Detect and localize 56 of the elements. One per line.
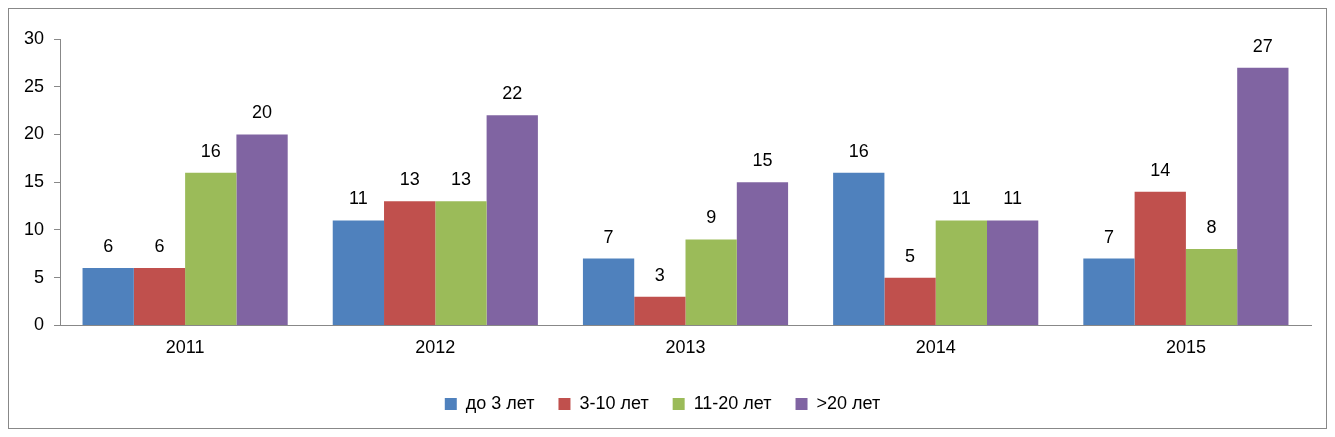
bar xyxy=(884,277,936,325)
data-label: 16 xyxy=(848,140,869,161)
bar xyxy=(736,182,789,325)
bar xyxy=(987,220,1039,325)
bar xyxy=(435,201,487,325)
data-label: 16 xyxy=(200,140,221,161)
data-label: 15 xyxy=(752,150,773,171)
legend-label: 11-20 лет xyxy=(693,392,772,413)
x-tick-label: 2015 xyxy=(1165,337,1206,358)
bar xyxy=(634,296,686,325)
data-label: 14 xyxy=(1150,159,1171,180)
data-label: 22 xyxy=(502,83,523,104)
data-label: 9 xyxy=(706,207,717,228)
bar xyxy=(935,220,987,325)
x-tick-label: 2014 xyxy=(915,337,956,358)
bar xyxy=(1185,249,1238,325)
data-label: 6 xyxy=(103,236,114,257)
y-tick-label: 10 xyxy=(23,218,45,239)
bar xyxy=(332,220,385,325)
data-label: 5 xyxy=(905,245,916,266)
legend-label: >20 лет xyxy=(816,392,881,413)
y-tick-label: 30 xyxy=(23,27,45,48)
x-tick-label: 2013 xyxy=(665,337,706,358)
x-tick-label: 2011 xyxy=(165,337,205,358)
data-label: 11 xyxy=(952,188,971,209)
legend-label: 3-10 лет xyxy=(579,392,649,413)
bar xyxy=(685,239,737,325)
bar xyxy=(236,134,288,325)
bar xyxy=(486,115,538,325)
bar xyxy=(384,201,436,325)
data-label: 27 xyxy=(1252,35,1273,56)
data-label: 7 xyxy=(1103,226,1114,247)
bar xyxy=(82,268,134,325)
data-label: 8 xyxy=(1206,217,1217,237)
bar xyxy=(133,268,186,325)
y-tick-label: 5 xyxy=(34,266,45,287)
data-label: 6 xyxy=(154,236,165,257)
data-label: 13 xyxy=(450,169,471,190)
data-label: 13 xyxy=(399,169,420,190)
data-label: 11 xyxy=(349,188,368,209)
bar xyxy=(185,172,237,325)
data-label: 11 xyxy=(1003,188,1022,209)
data-label: 7 xyxy=(603,226,614,247)
x-tick-label: 2012 xyxy=(415,337,456,358)
bar xyxy=(1237,67,1289,325)
bar xyxy=(582,258,635,325)
bar xyxy=(1083,258,1135,325)
y-tick-label: 25 xyxy=(23,75,45,96)
data-label: 20 xyxy=(252,102,273,123)
data-label: 3 xyxy=(654,264,665,285)
y-tick-label: 20 xyxy=(23,123,45,144)
legend-label: до 3 лет xyxy=(465,392,535,413)
bar xyxy=(833,172,885,325)
y-tick-label: 15 xyxy=(23,171,45,192)
y-tick-label: 0 xyxy=(34,314,45,335)
bar xyxy=(1134,191,1186,325)
